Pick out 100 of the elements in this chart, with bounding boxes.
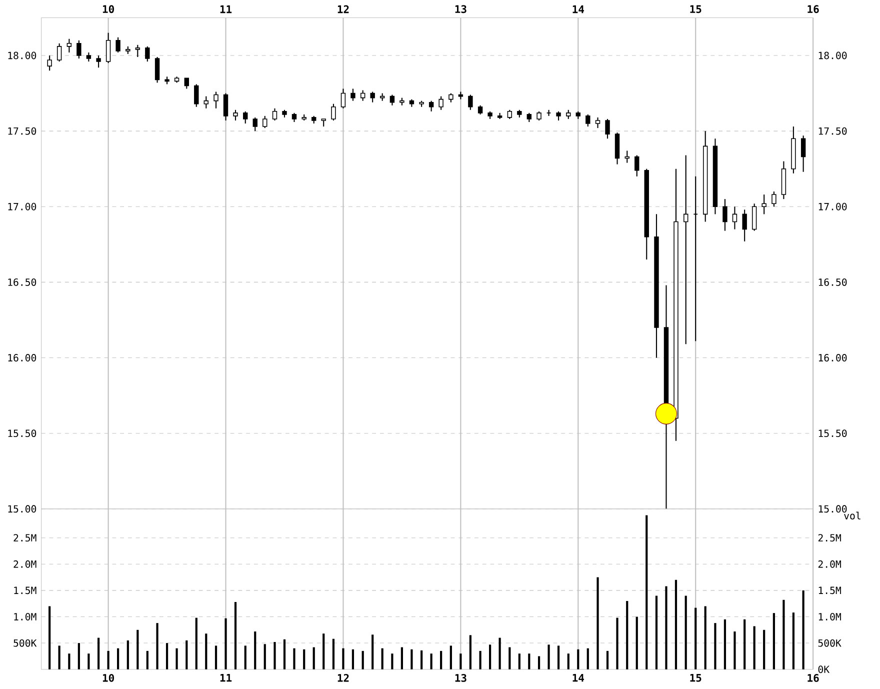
bar [488,644,492,670]
x-tick-label: 10 [102,674,114,682]
x2-tick-label: 13 [455,5,466,14]
bar [646,515,648,670]
bar [655,596,658,670]
bar [792,612,794,670]
bar [557,646,560,670]
bar [420,650,423,670]
y-tick-label: 2.5M [14,534,36,542]
y2-tick-label: 17.00 [818,202,847,210]
bar [636,616,638,670]
bar [205,634,208,670]
bar [626,600,628,670]
bar [714,623,716,670]
candlestick [262,115,268,129]
candlestick [331,103,336,121]
bar [146,650,148,670]
bar [538,656,540,670]
bar [224,618,227,670]
bar [116,648,120,670]
y2-tick-label: 16.00 [818,354,847,362]
x2-tick-label: 11 [220,5,232,14]
bar [440,650,442,670]
bar [684,596,687,670]
bar [724,619,726,670]
candlestick [752,203,757,232]
x2-tick-label: 16 [808,5,819,14]
y2-tick-label: 2.0M [818,560,841,568]
x-tick-label: 11 [220,674,232,682]
y-tick-label: 17.00 [8,202,36,210]
y2-tick-label: 15.50 [818,430,847,438]
candlestick [243,110,248,124]
bar [195,618,198,670]
candlestick [800,135,806,172]
candlestick [468,94,473,110]
candlestick [194,84,199,108]
bar [674,580,678,670]
candlestick [214,91,218,109]
candlestick [526,112,532,122]
bar [802,590,804,670]
bar [528,654,530,670]
y-tick-label: 15.50 [8,430,36,438]
candlestick [566,109,571,120]
bar [763,630,766,670]
candlestick [428,100,434,112]
bar [596,577,599,670]
bar [665,586,668,670]
y-tick-label: 16.00 [8,354,36,362]
bar [78,643,80,670]
candlestick [684,154,688,345]
y2-axis-title: vol [844,512,860,520]
candlestick [507,109,512,120]
y-tick-label: 2.0M [14,560,36,568]
bar [391,654,394,670]
bar [126,640,129,670]
bar [136,630,139,670]
bar [430,654,432,670]
bar [234,602,237,670]
bar [352,649,354,670]
y2-tick-label: 16.50 [818,278,847,286]
x-tick-label: 14 [572,674,584,682]
x-tick-label: 12 [338,674,349,682]
bar [97,638,100,670]
bar [469,635,472,670]
y-tick-label: 17.50 [8,127,36,135]
candlestick [340,88,346,109]
candlestick [722,198,728,232]
candlestick [634,154,640,177]
bar [577,649,580,670]
candlestick [586,114,590,128]
candlestick [272,108,278,121]
x2-tick-label: 10 [102,5,114,14]
bar [362,650,364,670]
bar [58,646,60,670]
bar [381,648,384,670]
bar [342,648,344,670]
bar [312,647,315,670]
bar [567,654,570,670]
bar [88,654,90,670]
bar [68,654,70,670]
candlestick [478,104,483,115]
candlestick [116,36,120,53]
bar [498,638,501,670]
x-tick-label: 13 [455,674,466,682]
candlestick [252,116,258,132]
bar [479,650,482,670]
bar [283,639,286,670]
candlestick [595,116,600,129]
candlestick [47,54,52,72]
bar [244,646,246,670]
y2-tick-label: 0K [818,666,830,674]
x-tick-label: 16 [808,674,819,682]
bar [156,623,158,670]
candlestick [135,44,140,58]
bar [293,648,296,670]
y-tick-label: 18.00 [8,52,36,60]
bar [332,638,335,670]
y2-tick-label: 17.50 [818,127,847,135]
candlestick [556,110,561,121]
candlestick [605,118,610,140]
